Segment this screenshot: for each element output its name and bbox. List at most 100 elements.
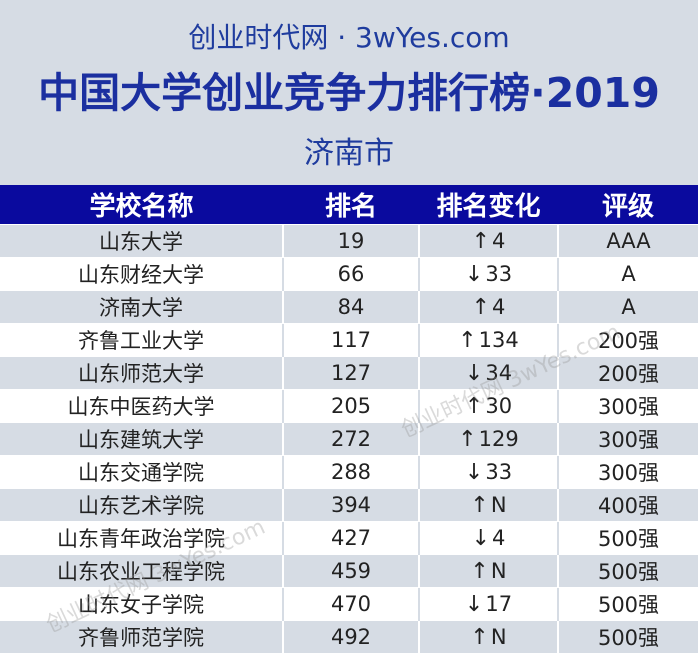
grade-cell: 400强	[557, 488, 698, 522]
rank-change-cell: ↓33	[418, 455, 558, 489]
grade-cell: 500强	[557, 620, 698, 653]
rank-cell: 288	[282, 455, 419, 489]
rank-change-value: 4	[492, 228, 506, 253]
grade-cell: 300强	[557, 389, 698, 423]
arrow-down-icon: ↓	[464, 591, 484, 617]
rank-change-value: 33	[485, 261, 513, 286]
rank-change-value: 30	[485, 393, 513, 418]
arrow-up-icon: ↑	[471, 294, 491, 320]
grade-cell: 200强	[557, 323, 698, 357]
rank-change-value: N	[490, 624, 507, 649]
header-banner: 创业时代网 · 3wYes.com 中国大学创业竞争力排行榜·2019 济南市	[0, 0, 698, 185]
school-name-cell: 山东财经大学	[0, 257, 283, 291]
school-name-cell: 山东建筑大学	[0, 422, 283, 456]
arrow-down-icon: ↓	[464, 459, 484, 485]
rank-change-value: 17	[485, 591, 513, 616]
table-row: 山东女子学院 470 ↓17 500强	[0, 587, 698, 621]
ranking-table: 学校名称 排名 排名变化 评级 山东大学 19 ↑4 AAA 山东财经大学 66 ↓33 A 济…	[0, 185, 698, 653]
table-body: 山东大学 19 ↑4 AAA 山东财经大学 66 ↓33 A 济南大学 84 ↑4 A 齐鲁工业大学 11…	[0, 224, 698, 653]
rank-change-value: 4	[492, 294, 506, 319]
header-row: 学校名称 排名 排名变化 评级	[0, 185, 698, 225]
rank-change-cell: ↑N	[418, 554, 558, 588]
rank-change-cell: ↓33	[418, 257, 558, 291]
arrow-up-icon: ↑	[470, 558, 489, 584]
grade-cell: 200强	[557, 356, 698, 390]
grade-cell: 500强	[557, 521, 698, 555]
column-header-rank: 排名	[283, 185, 419, 225]
school-name-cell: 济南大学	[0, 290, 283, 324]
rank-change-value: 134	[478, 327, 519, 352]
column-header-school: 学校名称	[0, 185, 283, 225]
rank-change-value: N	[490, 492, 507, 517]
grade-cell: 300强	[557, 455, 698, 489]
table-row: 济南大学 84 ↑4 A	[0, 290, 698, 324]
school-name-cell: 山东女子学院	[0, 587, 283, 621]
rank-cell: 19	[282, 224, 419, 258]
rank-cell: 459	[282, 554, 419, 588]
arrow-up-icon: ↑	[464, 393, 484, 419]
column-header-rank-change: 排名变化	[419, 185, 558, 225]
table-row: 山东大学 19 ↑4 AAA	[0, 224, 698, 258]
arrow-up-icon: ↑	[470, 624, 489, 650]
school-name-cell: 山东交通学院	[0, 455, 283, 489]
column-header-grade: 评级	[558, 185, 698, 225]
school-name-cell: 山东师范大学	[0, 356, 283, 390]
arrow-down-icon: ↓	[464, 261, 484, 287]
rank-change-cell: ↑134	[418, 323, 558, 357]
rank-change-cell: ↓17	[418, 587, 558, 621]
rank-change-cell: ↓4	[418, 521, 558, 555]
arrow-down-icon: ↓	[471, 525, 491, 551]
school-name-cell: 齐鲁工业大学	[0, 323, 283, 357]
rank-cell: 492	[282, 620, 419, 653]
table-row: 山东财经大学 66 ↓33 A	[0, 257, 698, 291]
rank-cell: 272	[282, 422, 419, 456]
rank-change-value: N	[490, 558, 507, 583]
site-name: 创业时代网 · 3wYes.com	[188, 21, 510, 54]
rank-change-value: 34	[485, 360, 513, 385]
arrow-up-icon: ↑	[471, 228, 491, 254]
table-row: 山东农业工程学院 459 ↑N 500强	[0, 554, 698, 588]
grade-cell: A	[557, 257, 698, 291]
table-row: 山东艺术学院 394 ↑N 400强	[0, 488, 698, 522]
table-header: 学校名称 排名 排名变化 评级	[0, 185, 698, 225]
table-row: 齐鲁师范学院 492 ↑N 500强	[0, 620, 698, 653]
grade-cell: 500强	[557, 554, 698, 588]
rank-cell: 117	[282, 323, 419, 357]
table-row: 山东青年政治学院 427 ↓4 500强	[0, 521, 698, 555]
rank-cell: 394	[282, 488, 419, 522]
rank-change-cell: ↑N	[418, 620, 558, 653]
rank-cell: 205	[282, 389, 419, 423]
rank-change-value: 129	[478, 426, 519, 451]
rank-change-cell: ↓34	[418, 356, 558, 390]
school-name-cell: 齐鲁师范学院	[0, 620, 283, 653]
page-title: 中国大学创业竞争力排行榜·2019	[38, 69, 660, 117]
rank-change-cell: ↑N	[418, 488, 558, 522]
table-row: 山东交通学院 288 ↓33 300强	[0, 455, 698, 489]
grade-cell: AAA	[557, 224, 698, 258]
rank-change-value: 4	[492, 525, 506, 550]
school-name-cell: 山东中医药大学	[0, 389, 283, 423]
rank-change-cell: ↑30	[418, 389, 558, 423]
rank-cell: 127	[282, 356, 419, 390]
grade-cell: A	[557, 290, 698, 324]
rank-change-cell: ↑4	[418, 290, 558, 324]
table-row: 山东师范大学 127 ↓34 200强	[0, 356, 698, 390]
arrow-up-icon: ↑	[458, 426, 477, 452]
arrow-up-icon: ↑	[458, 327, 477, 353]
rank-cell: 427	[282, 521, 419, 555]
school-name-cell: 山东农业工程学院	[0, 554, 283, 588]
grade-cell: 500强	[557, 587, 698, 621]
rank-change-cell: ↑4	[418, 224, 558, 258]
arrow-up-icon: ↑	[470, 492, 489, 518]
table-row: 齐鲁工业大学 117 ↑134 200强	[0, 323, 698, 357]
table-row: 山东建筑大学 272 ↑129 300强	[0, 422, 698, 456]
school-name-cell: 山东大学	[0, 224, 283, 258]
rank-cell: 470	[282, 587, 419, 621]
rank-change-value: 33	[485, 459, 513, 484]
school-name-cell: 山东艺术学院	[0, 488, 283, 522]
rank-cell: 66	[282, 257, 419, 291]
arrow-down-icon: ↓	[464, 360, 484, 386]
rank-cell: 84	[282, 290, 419, 324]
city-subtitle: 济南市	[304, 136, 394, 171]
